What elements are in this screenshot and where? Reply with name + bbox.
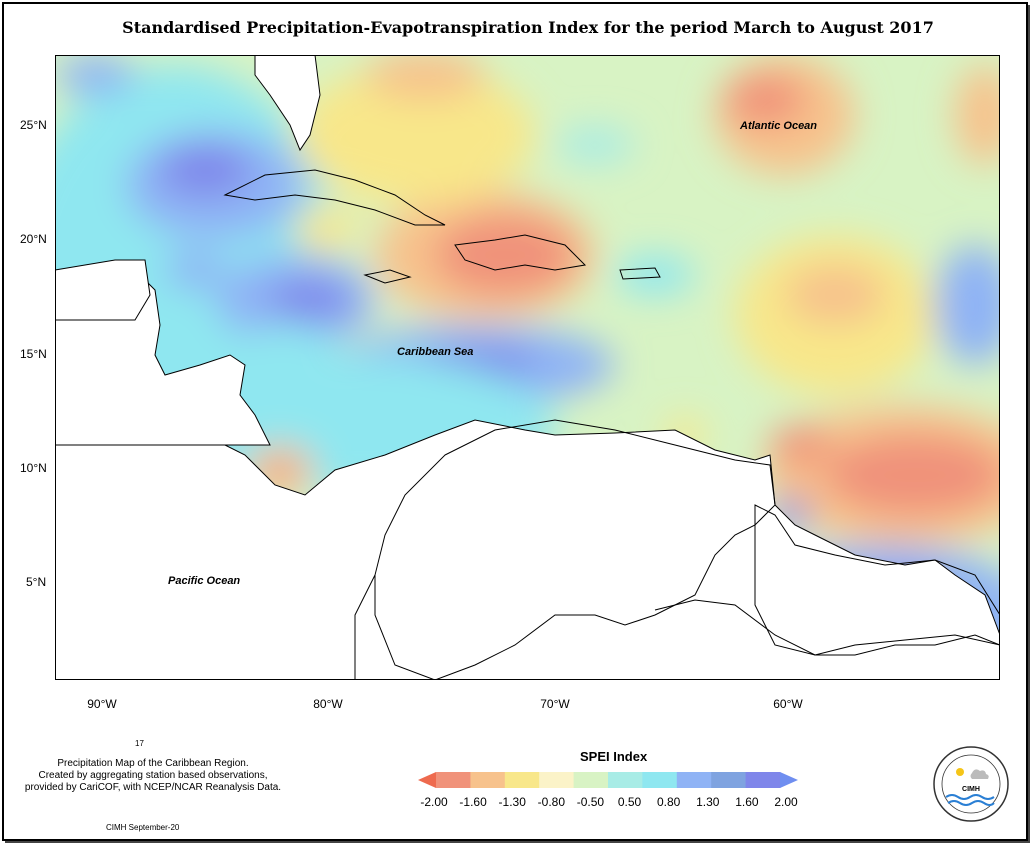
lon-label-60: 60°W: [773, 697, 803, 711]
lat-label-15: 15°N: [20, 347, 47, 361]
land-masses: [55, 55, 1000, 680]
lon-label-80: 80°W: [313, 697, 343, 711]
legend-tick-label: -1.30: [498, 795, 526, 809]
legend-tick-label: 0.50: [617, 795, 642, 809]
credit-line-2: Created by aggregating station based obs…: [38, 770, 268, 781]
legend-arrow-low: [418, 772, 436, 788]
legend-tick-label: 1.30: [696, 795, 720, 809]
lat-label-10: 10°N: [20, 461, 47, 475]
logo-text: CIMH: [962, 786, 980, 793]
legend-tick-label: 2.00: [774, 795, 798, 809]
yucatan-land: [55, 259, 151, 321]
cuba: [223, 169, 446, 226]
credit-line-3: provided by CariCOF, with NCEP/NCAR Rean…: [24, 782, 282, 793]
lat-label-20: 20°N: [20, 232, 47, 246]
legend-arrow-high: [780, 772, 798, 788]
puerto-rico: [619, 267, 661, 280]
legend-swatch: [504, 772, 540, 788]
legend-tick-label: -0.50: [576, 795, 605, 809]
legend-tick-label: 0.80: [656, 795, 681, 809]
atlantic-ocean-label: Atlantic Ocean: [740, 120, 818, 132]
venezuela-land: [374, 419, 776, 680]
legend-swatch: [711, 772, 747, 788]
credit-note: Precipitation Map of the Caribbean Regio…: [8, 758, 298, 794]
pacific-ocean-label: Pacific Ocean: [168, 575, 241, 587]
cimh-logo: CIMH: [933, 746, 1009, 822]
legend-swatch: [436, 772, 471, 788]
legend-swatch: [608, 772, 643, 788]
jamaica: [363, 269, 412, 284]
legend-tick-label: 1.60: [735, 795, 759, 809]
brazil-border: [654, 599, 1000, 656]
lon-label-90: 90°W: [87, 697, 117, 711]
legend-color-bar: [418, 772, 798, 788]
footer-date: CIMH September-20: [106, 823, 180, 832]
legend-tick-label: -0.80: [537, 795, 566, 809]
hispaniola: [454, 234, 587, 271]
credit-line-1: Precipitation Map of the Caribbean Regio…: [57, 758, 249, 769]
legend-swatch: [745, 772, 781, 788]
lat-label-5: 5°N: [26, 575, 47, 589]
legend-tick-label: -1.60: [459, 795, 487, 809]
page-number: 17: [135, 739, 144, 748]
legend-swatch: [676, 772, 712, 788]
lon-label-70: 70°W: [540, 697, 570, 711]
south-america-land: [55, 384, 1000, 680]
florida-land: [254, 55, 321, 152]
map-title: Standardised Precipitation-Evapotranspir…: [122, 18, 934, 37]
spei-map: [55, 55, 1000, 680]
legend-swatch: [573, 772, 609, 788]
legend-swatch: [539, 772, 575, 788]
legend-title: SPEI Index: [580, 749, 648, 764]
legend-swatch: [470, 772, 506, 788]
legend-swatch: [642, 772, 678, 788]
caribbean-sea-label: Caribbean Sea: [397, 346, 474, 358]
lat-label-25: 25°N: [20, 118, 47, 132]
colombia-border: [354, 574, 376, 680]
legend-tick-label: -2.00: [420, 795, 448, 809]
guianas-land: [754, 504, 1000, 656]
